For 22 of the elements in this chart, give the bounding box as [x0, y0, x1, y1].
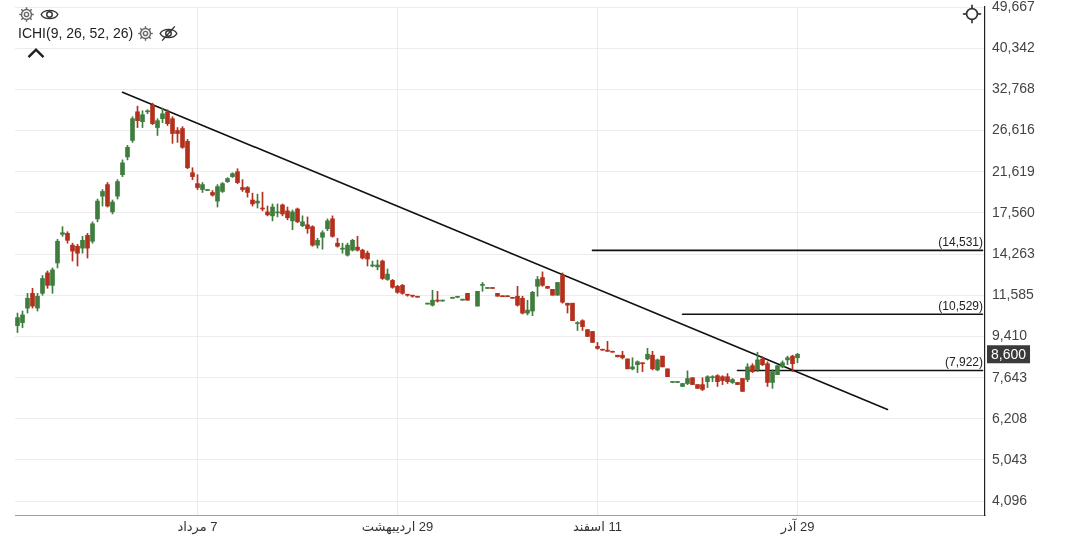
y-tick-label: 9,410 [992, 327, 1028, 344]
x-tick-label: 11 اسفند [573, 519, 622, 535]
x-tick-label: 29 اردیبهشت [361, 519, 434, 536]
y-tick-label: 14,263 [992, 244, 1036, 261]
x-tick-label: 7 مرداد [177, 519, 218, 536]
y-tick-label: 17,560 [992, 203, 1036, 220]
y-tick-label: 4,096 [992, 492, 1028, 509]
y-tick-label: 40,342 [992, 39, 1036, 56]
y-tick-label: 49,667 [992, 0, 1036, 14]
y-tick-label: 7,643 [992, 368, 1028, 385]
y-tick-label: 26,616 [992, 121, 1036, 138]
y-tick-label: 5,043 [992, 450, 1028, 467]
y-tick-label: 32,768 [992, 80, 1036, 97]
annotation: 8,600 [991, 346, 1027, 363]
data-label: (10,529) [938, 298, 983, 313]
x-tick-label: 29 آذر [779, 518, 815, 536]
data-label: (7,922) [944, 354, 983, 369]
y-tick-label: 11,585 [992, 286, 1034, 303]
y-tick-label: 6,208 [992, 409, 1028, 426]
y-tick-label: 21,619 [992, 162, 1036, 179]
annotation: ICHI(9, 26, 52, 26) [18, 25, 134, 41]
data-label: (14,531) [938, 234, 983, 249]
